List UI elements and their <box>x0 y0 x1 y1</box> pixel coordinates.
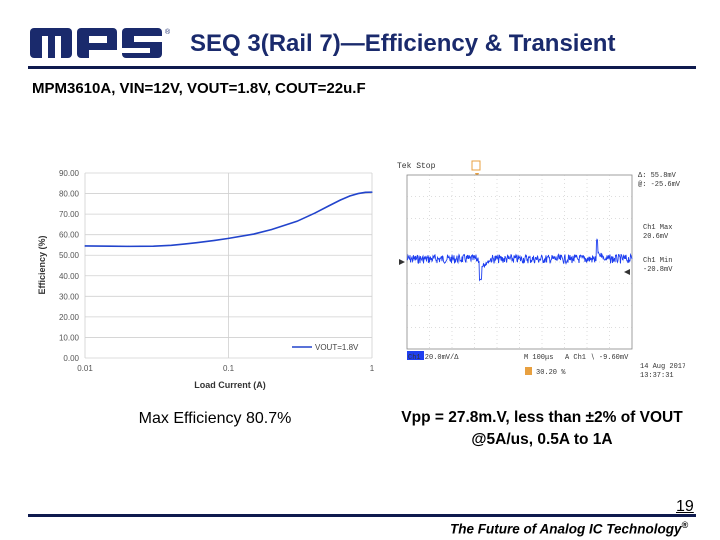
scope-marker-readout: 30.20 % <box>536 369 566 377</box>
chart-x-tick-label: 0.1 <box>223 364 235 373</box>
slide-title: SEQ 3(Rail 7)—Efficiency & Transient <box>190 30 616 57</box>
chart-y-tick-label: 60.00 <box>59 231 80 240</box>
scope-date: 14 Aug 2017 <box>640 363 685 371</box>
chart-data-point <box>339 199 341 201</box>
scope-delta-readout: Δ: 55.8mV <box>638 172 677 180</box>
chart-data-point <box>328 205 330 207</box>
scope-time: 13:37:31 <box>640 372 674 380</box>
chart-y-tick-label: 70.00 <box>59 210 80 219</box>
page-number: 19 <box>676 498 694 515</box>
chart-data-point <box>296 220 298 222</box>
efficiency-chart: Efficiency (%) Load Current (A) 0.0010.0… <box>37 169 375 390</box>
footer-divider <box>28 514 696 517</box>
chart-data-point <box>84 245 86 247</box>
chart-data-point <box>170 244 172 246</box>
cursor-marker-icon <box>624 269 630 275</box>
chart-y-tick-label: 20.00 <box>59 313 80 322</box>
chart-data-point <box>357 192 359 195</box>
registered-mark-icon: ® <box>165 28 170 36</box>
chart-data-point <box>271 228 273 231</box>
chart-x-tick-label: 1 <box>370 364 375 373</box>
ch1-scale-readout: Ch1 20.0mV/Δ <box>408 354 459 362</box>
chart-x-tick-label: 0.01 <box>77 364 93 373</box>
chart-data-point <box>152 245 155 247</box>
timebase-readout: M 100μs <box>524 354 553 362</box>
chart-x-axis-label: Load Current (A) <box>194 380 266 390</box>
chart-data-point <box>127 245 129 247</box>
chart-data-point <box>371 191 373 193</box>
chart-data-point <box>314 212 316 214</box>
ch1-max-label: Ch1 Max <box>643 224 672 232</box>
mps-logo: ® <box>30 28 170 58</box>
transient-caption-line-1: Vpp = 27.8m.V, less than ±2% of VOUT <box>401 409 683 426</box>
chart-y-tick-label: 80.00 <box>59 190 80 199</box>
chart-y-tick-label: 40.00 <box>59 272 80 281</box>
chart-y-axis-label: Efficiency (%) <box>37 235 47 294</box>
channel-1-ground-marker-icon <box>399 259 405 265</box>
scope-trace-ch1 <box>406 238 633 282</box>
chart-data-point <box>196 242 198 244</box>
chart-data-point <box>227 237 230 239</box>
chart-y-tick-label: 90.00 <box>59 169 80 178</box>
chart-data-point <box>253 233 255 235</box>
transient-caption: Vpp = 27.8m.V, less than ±2% of VOUT @5A… <box>372 407 712 451</box>
chart-y-tick-label: 50.00 <box>59 251 80 260</box>
efficiency-caption: Max Efficiency 80.7% <box>138 410 292 427</box>
trigger-readout: A Ch1 ∖ -9.60mV <box>565 354 629 362</box>
scope-status-label: Tek Stop <box>397 162 436 171</box>
trigger-position-icon <box>471 160 481 171</box>
chart-data-point <box>109 245 111 247</box>
chart-data-point <box>213 239 216 242</box>
tagline-text: The Future of Analog IC Technology <box>450 521 682 537</box>
slide-subtitle: MPM3610A, VIN=12V, VOUT=1.8V, COUT=22u.F <box>32 80 366 97</box>
footer-tagline: The Future of Analog IC Technology® <box>450 520 688 537</box>
marker-info-icon <box>525 367 532 375</box>
chart-data-point <box>349 195 351 197</box>
tagline-registered-mark: ® <box>681 520 689 530</box>
ch1-min-label: Ch1 Min <box>643 257 672 265</box>
ch1-max-value: 20.6mV <box>643 233 669 241</box>
transient-caption-line-2: @5A/us, 0.5A to 1A <box>471 431 613 448</box>
scope-at-readout: @: -25.6mV <box>638 181 681 189</box>
chart-y-tick-label: 30.00 <box>59 292 80 301</box>
ch1-min-value: -20.8mV <box>643 266 673 274</box>
chart-data-point <box>184 243 186 245</box>
ch1-badge-icon <box>407 351 424 360</box>
oscilloscope-capture: Tek Stop Δ: 55.8mV @: -25.6mV Ch1 Max 20… <box>395 155 685 380</box>
chart-legend-label: VOUT=1.8V <box>315 343 359 352</box>
header-divider <box>28 66 696 69</box>
chart-data-point <box>364 191 367 193</box>
chart-y-tick-label: 10.00 <box>59 333 80 342</box>
chart-y-tick-label: 0.00 <box>63 354 79 363</box>
